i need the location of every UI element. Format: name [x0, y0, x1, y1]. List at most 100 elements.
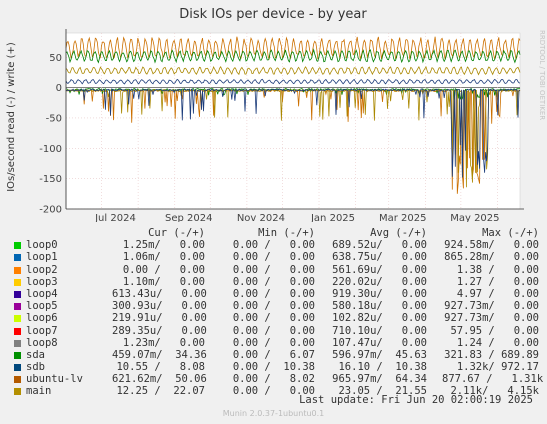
legend-swatch [14, 376, 21, 384]
chart-area: Disk IOs per device - by year RRDTOOL / … [6, 7, 546, 222]
legend-max: 927.73m/ 0.00 [444, 300, 539, 313]
y-tick-label: -200 [39, 205, 62, 216]
legend-swatch [14, 278, 21, 286]
x-tick-label: Nov 2024 [237, 213, 285, 222]
legend-swatch [14, 388, 21, 396]
legend-min: 0.00 / 0.00 [232, 385, 315, 398]
legend-swatch [14, 290, 21, 298]
legend-max: 57.95 / 0.00 [450, 324, 539, 337]
chart-title: Disk IOs per device - by year [179, 7, 367, 22]
header-min: Min (-/+) [258, 227, 315, 239]
legend-cur: 1.10m/ 0.00 [122, 275, 205, 288]
y-tick-label: 50 [49, 53, 62, 64]
legend-min: 0.00 / 0.00 [232, 263, 315, 276]
y-tick-label: 0 [56, 83, 62, 94]
rrdtool-credit: RRDTOOL / TOBI OETIKER [538, 30, 546, 120]
legend-avg: 16.10 / 10.38 [338, 361, 427, 374]
legend-avg: 107.47u/ 0.00 [332, 336, 427, 349]
y-tick-label: -150 [39, 174, 62, 185]
legend-swatch [14, 327, 21, 335]
header-cur: Cur (-/+) [148, 227, 205, 239]
legend-name: loop5 [26, 300, 58, 313]
axes: 50 0 -50 -100 -150 -200 Jul 2024 Sep 2024 Nov 20… [39, 29, 524, 222]
legend-min: 0.00 / 0.00 [232, 287, 315, 300]
legend-min: 0.00 / 8.02 [232, 373, 315, 386]
legend-avg: 561.69u/ 0.00 [332, 263, 427, 276]
legend-cur: 289.35u/ 0.00 [112, 324, 207, 337]
legend-name: loop1 [26, 251, 58, 264]
legend-min: 0.00 / 0.00 [232, 275, 315, 288]
legend-avg: 919.30u/ 0.00 [332, 287, 427, 300]
legend-max: 1.32k/ 972.17 [456, 361, 539, 374]
y-tick-label: -100 [39, 144, 62, 155]
legend-max: 1.38 / 0.00 [456, 263, 539, 276]
legend-max: 877.67 / 1.31k [442, 373, 544, 386]
plot-background [65, 32, 521, 210]
legend-min: 0.00 / 6.07 [232, 348, 315, 361]
y-axis-label: IOs/second read (-) / write (+) [6, 42, 17, 192]
legend-max: 927.73m/ 0.00 [444, 312, 539, 325]
legend-name: loop3 [26, 275, 58, 288]
legend-min: 0.00 / 0.00 [232, 336, 315, 349]
series-write-main [65, 65, 521, 76]
legend-min: 0.00 / 10.38 [232, 361, 315, 374]
series-write-sda [65, 48, 521, 64]
legend-swatch [14, 315, 21, 323]
legend-swatch [14, 266, 21, 274]
legend-max: 321.83 / 689.89 [444, 348, 539, 361]
legend-cur: 459.07m/ 34.36 [112, 348, 207, 361]
x-tick-label: Jan 2025 [310, 213, 355, 222]
legend-name: sdb [26, 361, 45, 374]
legend-cur: 621.62m/ 50.06 [112, 373, 207, 386]
legend-avg: 689.52u/ 0.00 [332, 239, 427, 252]
legend-min: 0.00 / 0.00 [232, 239, 315, 252]
legend-cur: 219.91u/ 0.00 [112, 312, 207, 325]
legend-max: 4.97 / 0.00 [456, 287, 539, 300]
legend-cur: 1.23m/ 0.00 [122, 336, 205, 349]
legend-max: 1.24 / 0.00 [456, 336, 539, 349]
legend-avg: 965.97m/ 64.34 [332, 373, 427, 386]
header-max: Max (-/+) [482, 227, 539, 239]
legend-name: main [26, 385, 52, 398]
legend-max: 1.27 / 0.00 [456, 275, 539, 288]
legend-swatch [14, 303, 21, 311]
legend-cur: 10.55 / 8.08 [116, 361, 205, 374]
series-write-ubuntu-lv [65, 36, 521, 61]
series-write-sdb [65, 78, 521, 85]
legend-min: 0.00 / 0.00 [232, 324, 315, 337]
x-tick-label: Mar 2025 [379, 213, 427, 222]
legend-swatch [14, 351, 21, 359]
legend-cur: 1.06m/ 0.00 [122, 251, 205, 264]
legend-avg: 638.75u/ 0.00 [332, 251, 427, 264]
legend-max: 865.28m/ 0.00 [444, 251, 539, 264]
series-read-sdb [66, 87, 520, 178]
legend-name: loop8 [26, 336, 58, 349]
legend-cur: 12.25 / 22.07 [116, 385, 205, 398]
legend-name: sda [26, 348, 45, 361]
legend-avg: 102.82u/ 0.00 [332, 312, 427, 325]
legend-avg: 220.02u/ 0.00 [332, 275, 427, 288]
legend-avg: 710.10u/ 0.00 [332, 324, 427, 337]
last-update: Last update: Fri Jun 20 02:00:19 2025 [299, 394, 533, 406]
series-read-main [65, 88, 521, 188]
legend-name: ubuntu-lv [26, 373, 83, 386]
header-avg: Avg (-/+) [370, 227, 427, 239]
y-tick-label: -50 [46, 113, 62, 124]
legend-swatch [14, 364, 21, 372]
legend-avg: 580.18u/ 0.00 [332, 300, 427, 313]
x-tick-label: Jul 2024 [94, 213, 136, 222]
legend-min: 0.00 / 0.00 [232, 300, 315, 313]
legend-swatch [14, 254, 21, 262]
legend-name: loop0 [26, 239, 58, 252]
legend-swatch [14, 339, 21, 347]
legend-avg: 596.97m/ 45.63 [332, 348, 427, 361]
legend-name: loop2 [26, 263, 58, 276]
x-tick-label: May 2025 [450, 213, 499, 222]
legend-cur: 1.25m/ 0.00 [122, 239, 205, 252]
legend-avg: 23.05 / 21.55 [338, 385, 427, 398]
legend-name: loop7 [26, 324, 58, 337]
legend-cur: 300.93u/ 0.00 [112, 300, 207, 313]
legend-max: 924.58m/ 0.00 [444, 239, 539, 252]
legend-cur: 0.00 / 0.00 [122, 263, 205, 276]
munin-version: Munin 2.0.37-1ubuntu0.1 [222, 409, 325, 418]
